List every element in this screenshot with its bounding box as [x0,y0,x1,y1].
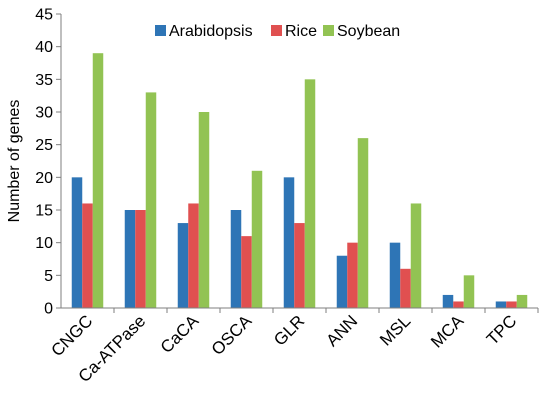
x-category-label: MSL [376,311,414,349]
bar-soybean-ca-atpase [145,92,157,309]
bar-arabidopsis-tpc [495,301,507,308]
bar-rice-msl [400,268,411,308]
x-category-label: ANN [323,311,362,350]
bar-rice-cngc [82,203,93,308]
legend-label-soybean: Soybean [337,23,400,40]
bar-soybean-mca [463,275,475,308]
x-category-label: CaCA [157,311,203,357]
bar-arabidopsis-mca [442,294,454,308]
legend-label-rice: Rice [285,23,317,40]
y-tick-label: 45 [35,7,53,24]
y-tick-label: 35 [35,72,53,89]
x-category-label: OSCA [208,311,256,359]
bar-arabidopsis-msl [389,242,401,308]
bar-arabidopsis-glr [283,177,295,308]
bars-group [71,53,528,309]
x-category-label: GLR [270,311,308,349]
bar-rice-ca-atpase [135,210,146,308]
y-tick-label: 25 [35,137,53,154]
bar-arabidopsis-cngc [71,177,83,308]
axes-group [60,14,539,313]
y-tick-label: 20 [35,170,53,187]
bar-soybean-msl [410,203,422,308]
y-ticks-group: 0 5 10 15 20 25 30 35 40 45 [35,7,61,318]
bar-rice-mca [453,301,464,308]
bar-soybean-caca [198,112,210,308]
y-tick-label: 15 [35,203,53,220]
y-tick-label: 30 [35,105,53,122]
y-tick-label: 0 [44,301,53,318]
y-tick-label: 40 [35,39,53,56]
x-category-label: TPC [483,311,520,348]
bar-soybean-tpc [516,294,528,308]
legend-swatch-arabidopsis [155,25,166,36]
bar-rice-osca [241,236,252,308]
bar-arabidopsis-osca [230,210,242,308]
bar-soybean-osca [251,170,263,308]
bar-rice-caca [188,203,199,308]
bar-soybean-ann [357,138,369,308]
bar-rice-ann [347,242,358,308]
x-category-label: CNGC [47,311,96,360]
x-category-label: MCA [427,311,468,352]
bar-rice-glr [294,223,305,308]
bar-arabidopsis-caca [177,223,189,308]
bar-soybean-cngc [92,53,104,309]
legend-swatch-soybean [323,25,334,36]
y-tick-label: 10 [35,235,53,252]
legend: Arabidopsis Rice Soybean [155,23,400,40]
bar-soybean-glr [304,79,316,308]
legend-label-arabidopsis: Arabidopsis [169,23,253,40]
bar-rice-tpc [506,301,517,308]
legend-swatch-rice [271,25,282,36]
bar-arabidopsis-ca-atpase [124,210,136,308]
y-axis-title: Number of genes [6,100,23,223]
y-tick-label: 5 [44,268,53,285]
bar-arabidopsis-ann [336,255,348,308]
